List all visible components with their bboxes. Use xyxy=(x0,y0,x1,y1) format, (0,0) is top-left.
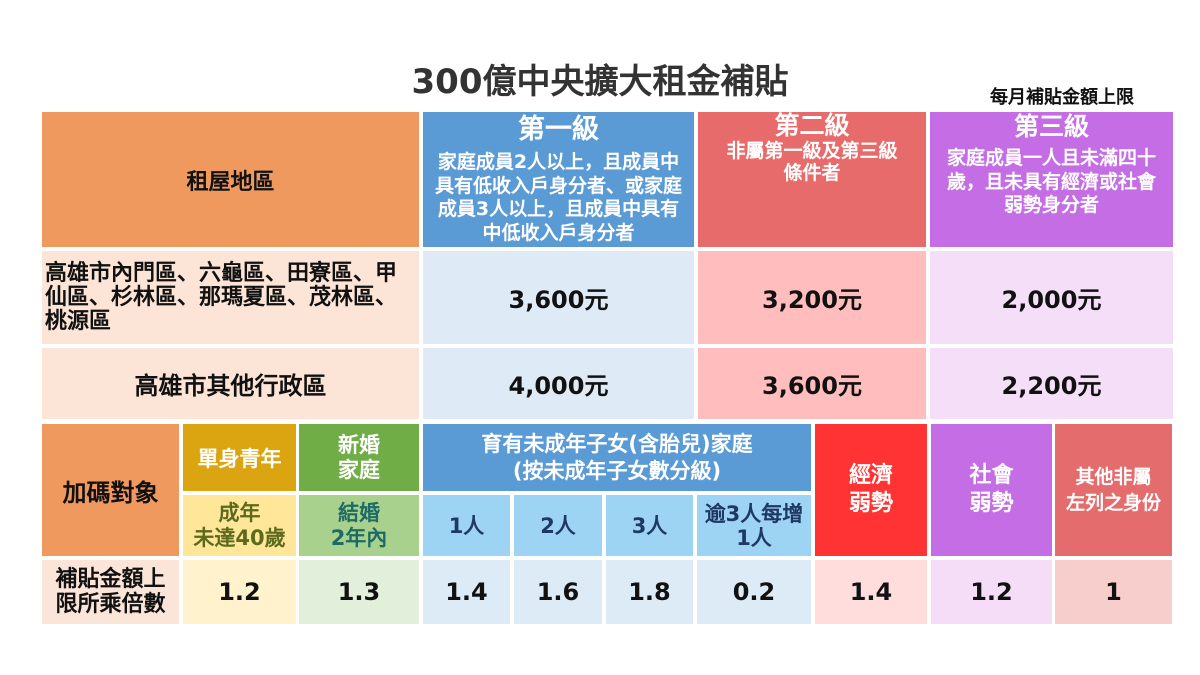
newlywed-multiplier: 1.3 xyxy=(299,560,419,624)
tier-1-description: 家庭成員2人以上，且成員中 具有低收入戶身分者、或家庭 成員3人以上，且成員中具… xyxy=(434,151,682,244)
tier-3-value: 2,200元 xyxy=(930,348,1173,419)
children-2-header: 2人 xyxy=(514,495,602,556)
social-disadvantaged-header: 社會 弱勢 xyxy=(931,424,1052,556)
children-3-multiplier: 1.8 xyxy=(606,560,693,624)
tier-3-header: 第三級 家庭成員一人且未滿四十 歲，且未具有經濟或社會 弱勢身分者 xyxy=(930,112,1173,247)
tier-2-name: 第二級 xyxy=(774,112,850,140)
children-over-3-multiplier: 0.2 xyxy=(697,560,811,624)
single-youth-condition: 成年 未達40歲 xyxy=(183,495,296,556)
tier-1-name: 第一級 xyxy=(518,114,599,145)
region-cell-remote-districts: 高雄市內門區、六龜區、田寮區、甲 仙區、杉林區、那瑪夏區、茂林區、 桃源區 xyxy=(42,251,419,344)
tier-2-value: 3,200元 xyxy=(698,251,926,344)
region-cell-other-districts: 高雄市其他行政區 xyxy=(42,348,419,419)
children-household-header: 育有未成年子女(含胎兒)家庭 (按未成年子女數分級) xyxy=(423,424,811,491)
single-youth-multiplier: 1.2 xyxy=(183,560,296,624)
tier-1-header: 第一級 家庭成員2人以上，且成員中 具有低收入戶身分者、或家庭 成員3人以上，且… xyxy=(423,112,694,247)
tier-1-value: 3,600元 xyxy=(423,251,694,344)
other-identity-multiplier: 1 xyxy=(1055,560,1172,624)
tier-1-value: 4,000元 xyxy=(423,348,694,419)
tier-3-name: 第三級 xyxy=(1013,112,1089,141)
economic-disadvantaged-multiplier: 1.4 xyxy=(815,560,927,624)
newlywed-condition: 結婚 2年內 xyxy=(299,495,419,556)
children-3-header: 3人 xyxy=(606,495,693,556)
single-youth-header: 單身青年 xyxy=(183,424,296,491)
multiplier-row-label: 補貼金額上 限所乘倍數 xyxy=(42,560,179,624)
children-1-multiplier: 1.4 xyxy=(423,560,510,624)
tier-2-description: 非屬第一級及第三級 條件者 xyxy=(726,140,898,184)
children-over-3-header: 逾3人每增 1人 xyxy=(697,495,811,556)
page-title: 300億中央擴大租金補貼 xyxy=(411,62,789,102)
social-disadvantaged-multiplier: 1.2 xyxy=(931,560,1052,624)
newlywed-header: 新婚 家庭 xyxy=(299,424,419,491)
tier-3-description: 家庭成員一人且未滿四十 歲，且未具有經濟或社會 弱勢身分者 xyxy=(946,147,1156,216)
children-1-header: 1人 xyxy=(423,495,510,556)
children-2-multiplier: 1.6 xyxy=(514,560,602,624)
bonus-target-label: 加碼對象 xyxy=(42,424,179,556)
table-caption: 每月補貼金額上限 xyxy=(990,87,1134,108)
region-column-header: 租屋地區 xyxy=(42,112,419,247)
other-identity-header: 其他非屬 左列之身份 xyxy=(1055,424,1172,556)
economic-disadvantaged-header: 經濟 弱勢 xyxy=(815,424,927,556)
tier-2-header: 第二級 非屬第一級及第三級 條件者 xyxy=(698,112,926,247)
tier-2-value: 3,600元 xyxy=(698,348,926,419)
tier-3-value: 2,000元 xyxy=(930,251,1173,344)
